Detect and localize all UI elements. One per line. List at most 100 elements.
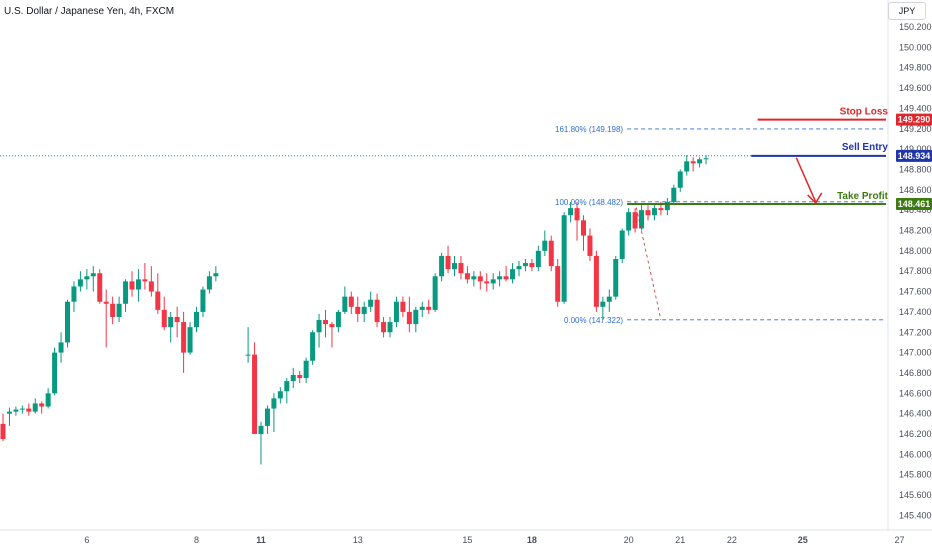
fib-trend-line (634, 201, 662, 320)
candle (522, 258, 528, 272)
price-tick-label: 150.200 (899, 22, 932, 32)
candle-body (490, 279, 496, 284)
fib-level-label: 100.00% (148.482) (555, 198, 623, 207)
candle (619, 228, 625, 264)
candle (323, 309, 328, 338)
candle-body (148, 281, 154, 292)
price-tag-bg (896, 197, 932, 210)
candle-body (277, 391, 283, 399)
candle-body (626, 212, 632, 231)
candle (684, 155, 690, 176)
candle-body (39, 403, 45, 407)
candle-body (45, 393, 51, 407)
candle-body (522, 263, 528, 267)
take-profit-label: Take Profit (837, 191, 889, 202)
candle (45, 388, 51, 409)
candle-body (393, 301, 399, 323)
candle-body (664, 202, 670, 211)
price-tick-label: 148.400 (899, 205, 932, 215)
candle (129, 271, 135, 297)
candle (426, 299, 432, 314)
candle (316, 313, 322, 348)
candle (445, 245, 451, 274)
time-tick-label: 18 (527, 535, 537, 545)
candle-body (26, 408, 32, 412)
candle (77, 271, 83, 292)
candle-body (684, 161, 690, 172)
candle (155, 273, 161, 314)
candle-body (32, 403, 38, 412)
sell-arrow-shaft (795, 157, 817, 203)
candle (606, 289, 612, 312)
price-tick-label: 148.600 (899, 185, 932, 195)
candle-body (348, 296, 354, 307)
candle-body (587, 235, 593, 256)
candle-body (452, 263, 457, 270)
candle (535, 245, 541, 272)
candle (529, 258, 535, 272)
candle-body (155, 291, 161, 310)
candle-body (548, 240, 554, 267)
candle-body (65, 301, 70, 343)
candle-body (194, 311, 199, 328)
candle-body (600, 301, 606, 307)
candle-body (258, 425, 264, 434)
candle-body (381, 322, 387, 333)
candle (671, 184, 677, 206)
candle-body (606, 296, 612, 302)
price-axis[interactable]: 150.200 150.000 149.800 149.600 149.400 149.2… (887, 0, 932, 530)
candle-body (542, 240, 548, 251)
candle (0, 413, 6, 442)
price-tag-bg (896, 149, 932, 162)
time-tick-label: 20 (624, 535, 634, 545)
price-tick-label: 147.600 (899, 287, 932, 297)
price-tick-label: 148.800 (899, 164, 932, 174)
candle (600, 296, 606, 321)
candle-body (110, 303, 116, 317)
candle (645, 205, 651, 221)
candle-body (6, 411, 12, 414)
price-tick-label: 146.600 (899, 388, 932, 398)
price-tick-label: 148.200 (899, 226, 932, 236)
candle-body (316, 320, 322, 333)
candle-body (187, 327, 193, 353)
candle-body (593, 255, 599, 307)
candle (97, 269, 103, 304)
candle (387, 316, 393, 338)
candle-body (555, 266, 561, 302)
candle-body (613, 258, 619, 297)
candle (413, 306, 419, 333)
candle-body (284, 381, 290, 392)
candle-body (464, 273, 470, 280)
candle (32, 398, 38, 414)
candle-body (303, 360, 309, 379)
candle (187, 322, 193, 355)
candle (458, 255, 464, 280)
candles (0, 155, 709, 465)
stop-loss-label: Stop Loss (840, 107, 889, 118)
candle-body (406, 311, 412, 325)
candle-body (387, 322, 393, 333)
candle (303, 357, 309, 384)
stop-loss-price-tag: 149.290 (896, 113, 932, 126)
candle (277, 387, 283, 404)
candle (503, 266, 509, 282)
candle (58, 332, 64, 363)
candle (168, 311, 174, 343)
candle (568, 202, 574, 223)
candle-body (639, 210, 645, 229)
candle-body (323, 320, 328, 325)
candle (252, 342, 258, 434)
candle (213, 266, 219, 282)
currency-button[interactable]: JPY (888, 2, 926, 20)
candle (161, 296, 167, 331)
candle-body (142, 279, 148, 282)
time-axis[interactable]: 6 8 11 13 15 18 20 21 22 25 27 (0, 529, 932, 545)
candle (181, 311, 187, 373)
time-tick-label: 15 (462, 535, 472, 545)
candle-body (368, 299, 374, 307)
candle-body (252, 354, 258, 434)
candle-body (290, 374, 296, 382)
